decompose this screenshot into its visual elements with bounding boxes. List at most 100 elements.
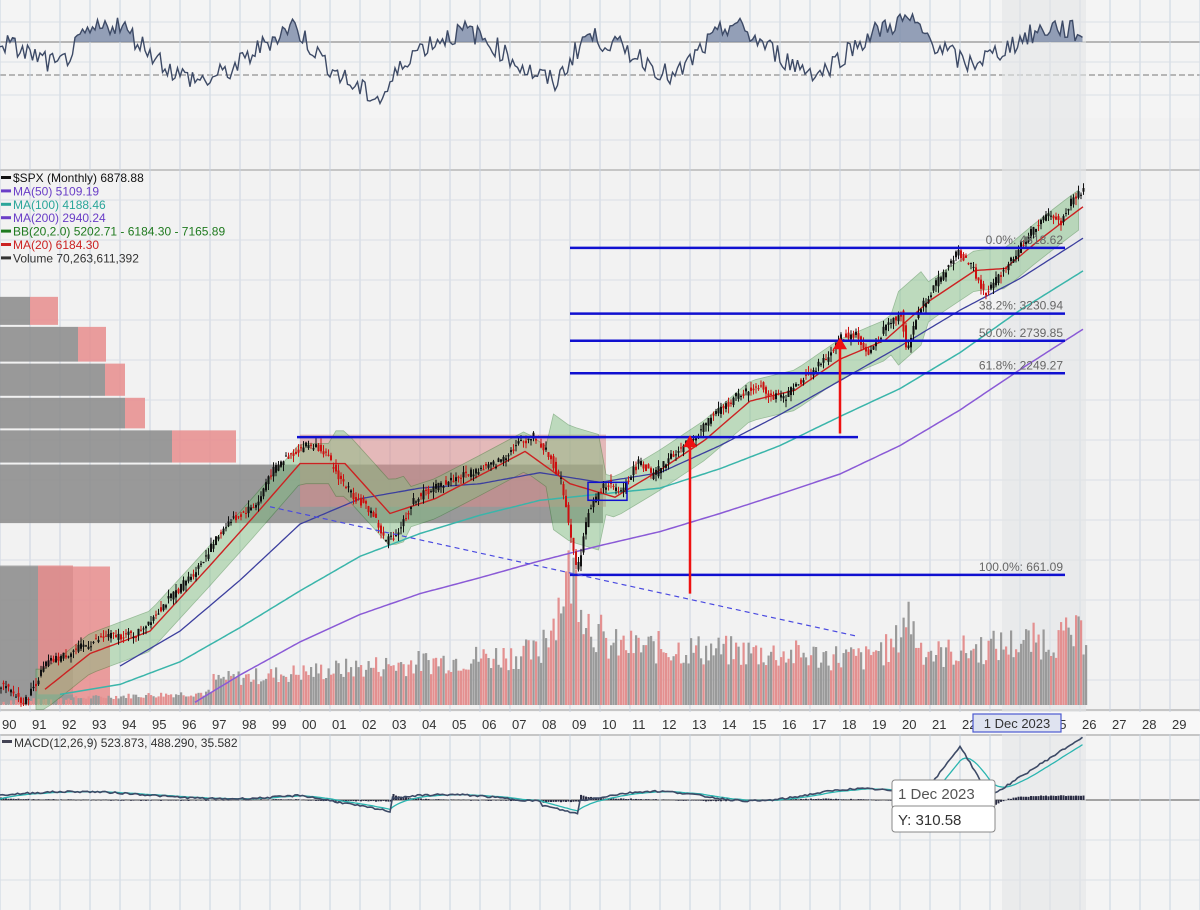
- price-candle-body: [212, 544, 215, 549]
- volume-bar: [190, 695, 193, 705]
- volume-bar: [172, 697, 175, 705]
- volume-bar: [1025, 629, 1028, 705]
- price-candle-body: [1067, 208, 1070, 211]
- volume-bar: [617, 655, 620, 705]
- macd-histogram-bar: [710, 800, 712, 802]
- price-candle-body: [722, 405, 725, 409]
- macd-histogram-bar: [702, 800, 705, 801]
- tooltip-y-value: Y: 310.58: [898, 812, 961, 829]
- volume-bar: [1030, 651, 1033, 705]
- macd-histogram-bar: [570, 800, 572, 803]
- price-candle-body: [617, 491, 620, 493]
- price-candle-body: [62, 652, 65, 659]
- volume-bar: [47, 700, 50, 705]
- price-candle-body: [20, 697, 22, 703]
- price-candle-body: [177, 588, 180, 594]
- price-candle-body: [745, 388, 747, 392]
- volume-bar: [635, 635, 638, 705]
- macd-histogram-bar: [625, 799, 627, 800]
- price-candle-body: [975, 267, 977, 279]
- volume-bar: [525, 639, 528, 705]
- volume-bar: [975, 644, 978, 705]
- volume-bar: [325, 678, 328, 705]
- volume-bar: [507, 670, 510, 705]
- price-candle-body: [800, 379, 802, 385]
- volume-bar: [907, 601, 910, 705]
- macd-histogram-bar: [565, 800, 567, 802]
- price-candle-body: [237, 516, 240, 518]
- volume-bar: [582, 634, 585, 705]
- volume-bar: [287, 681, 290, 705]
- price-candle-body: [252, 507, 255, 509]
- macd-histogram-bar: [307, 800, 310, 801]
- volume-bar: [725, 635, 728, 705]
- volume-bar: [567, 550, 570, 705]
- price-candle-body: [377, 522, 380, 528]
- macd-histogram-bar: [637, 799, 640, 800]
- price-candle-body: [82, 644, 85, 647]
- macd-histogram-bar: [580, 794, 582, 800]
- macd-histogram-bar: [470, 800, 472, 801]
- price-candle-body: [652, 472, 655, 480]
- volume-bar: [280, 674, 283, 705]
- price-candle-body: [957, 249, 960, 256]
- macd-histogram-bar: [640, 799, 642, 800]
- price-candle-body: [660, 468, 662, 474]
- macd-histogram-bar: [627, 799, 630, 800]
- volume-bar: [67, 698, 70, 705]
- price-candle-body: [880, 338, 882, 340]
- rsi-overbought-fill: [0, 14, 1083, 42]
- tooltip-date: 1 Dec 2023: [898, 786, 975, 803]
- macd-histogram-bar: [1050, 795, 1052, 800]
- price-candle-body: [720, 406, 722, 414]
- macd-histogram-bar: [385, 800, 387, 802]
- macd-histogram-bar: [280, 799, 282, 800]
- macd-histogram-bar: [315, 800, 317, 801]
- volume-bar: [562, 606, 565, 705]
- volume-bar: [217, 674, 220, 705]
- price-candle-body: [470, 469, 472, 477]
- volume-bar: [342, 676, 345, 705]
- volume-bar: [197, 692, 200, 705]
- macd-histogram-bar: [420, 798, 422, 800]
- volume-bar: [977, 662, 980, 705]
- price-candle-body: [772, 396, 775, 400]
- macd-histogram-bar: [1010, 798, 1012, 800]
- volume-bar: [752, 647, 755, 705]
- macd-histogram-bar: [610, 798, 612, 800]
- price-candle-body: [515, 445, 517, 447]
- price-candle-body: [127, 631, 130, 635]
- legend-swatch: [1, 176, 11, 179]
- macd-histogram-bar: [1002, 800, 1005, 802]
- cursor-tooltip: 1 Dec 2023 Y: 310.58: [891, 779, 996, 833]
- volume-bar: [862, 669, 865, 705]
- volume-bar: [245, 674, 248, 705]
- macd-histogram-bar: [205, 800, 207, 801]
- price-candle-body: [115, 634, 117, 638]
- x-tick-label: 08: [542, 717, 556, 732]
- ma100-line: [59, 270, 1084, 696]
- fib-level-label: 100.0%: 661.09: [979, 560, 1063, 574]
- price-candle-body: [285, 455, 287, 457]
- macd-histogram-bar: [320, 800, 322, 801]
- volume-bar: [205, 691, 208, 705]
- volume-bar: [682, 662, 685, 705]
- volume-bar: [362, 676, 365, 705]
- volume-bar: [807, 665, 810, 705]
- price-candle-body: [1052, 215, 1055, 219]
- price-candle-body: [787, 390, 790, 397]
- price-candle-body: [370, 510, 372, 514]
- volume-bar: [0, 701, 3, 705]
- volume-bar: [835, 646, 838, 705]
- volume-bar: [710, 643, 713, 705]
- macd-histogram-bar: [647, 799, 650, 800]
- price-candle-body: [987, 291, 990, 293]
- macd-histogram-bar: [842, 799, 845, 800]
- volume-bar: [535, 641, 538, 705]
- volume-bar: [330, 674, 333, 705]
- price-candle-body: [780, 394, 782, 398]
- price-candle-body: [437, 482, 440, 491]
- volume-bar: [220, 678, 223, 705]
- macd-histogram-bar: [995, 800, 997, 805]
